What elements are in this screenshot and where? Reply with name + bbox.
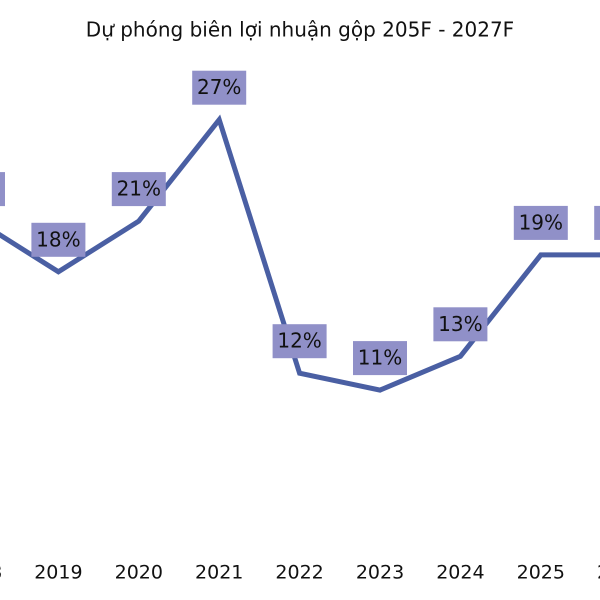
x-tick-label: 2026 [597,562,600,584]
data-label: 12% [277,329,321,353]
x-tick-label: 2025 [517,562,565,584]
x-tick-label: 2019 [34,562,82,584]
data-label: 27% [197,75,241,99]
data-label-box [272,324,327,359]
x-tick-label: 2022 [275,562,323,584]
x-tick-label: 2018 [0,562,2,584]
data-label: 11% [358,346,402,370]
data-label: 19% [519,210,563,234]
data-label-box [513,205,568,240]
data-label-box [0,172,5,207]
data-label: 21% [117,177,161,201]
data-label: 13% [438,312,482,336]
data-label: 18% [36,227,80,251]
data-label: 19% [599,210,600,234]
data-label-box [31,222,86,257]
data-label-box [594,205,600,240]
x-tick-label: 2023 [356,562,404,584]
data-label-box [111,172,166,207]
chart-title: Dự phóng biên lợi nhuận gộp 205F - 2027F [86,18,514,42]
data-label-box [192,70,247,105]
x-tick-label: 2020 [115,562,163,584]
data-label-box [353,341,407,376]
x-tick-label: 2021 [195,562,243,584]
x-tick-label: 2024 [436,562,484,584]
data-label-box [433,307,488,342]
